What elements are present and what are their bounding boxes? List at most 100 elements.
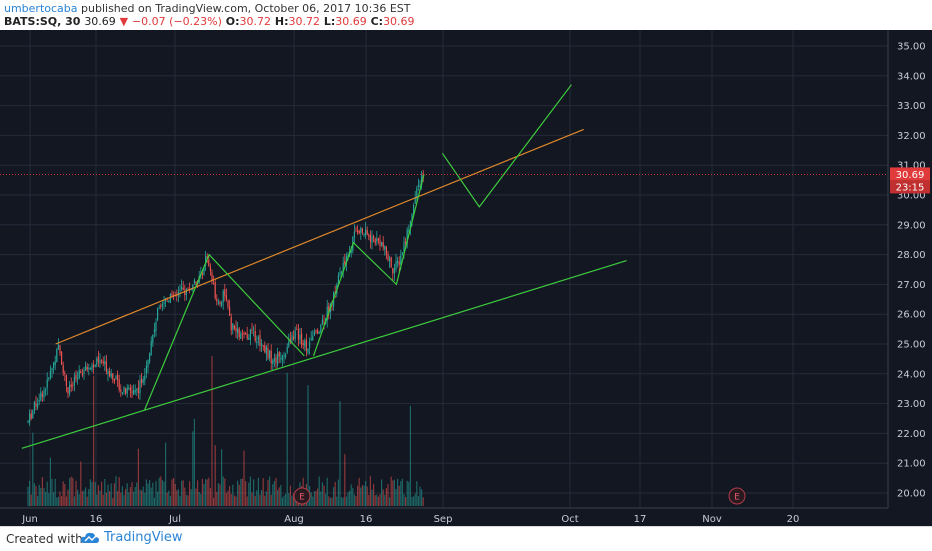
earnings-marker-label: E xyxy=(734,493,740,503)
candle-body xyxy=(326,306,328,321)
volume-bar xyxy=(70,476,72,506)
candle-body xyxy=(387,254,389,260)
candle-body xyxy=(117,374,119,381)
candle-body xyxy=(131,391,133,393)
created-with-text: Created with xyxy=(6,532,83,546)
candle-body xyxy=(139,380,141,394)
volume-bar xyxy=(270,494,272,506)
candle-body xyxy=(64,373,66,375)
volume-bar xyxy=(221,449,223,506)
volume-bar xyxy=(117,491,119,506)
volume-bar xyxy=(193,418,195,506)
candle-body xyxy=(296,329,298,331)
candle-body xyxy=(113,379,115,382)
publisher-line: umbertocaba published on TradingView.com… xyxy=(4,2,704,15)
candle-body xyxy=(91,364,93,370)
candle-body xyxy=(400,255,402,265)
volume-bar xyxy=(88,489,90,506)
candle-body xyxy=(128,388,130,389)
volume-bar xyxy=(272,484,274,506)
candle-body xyxy=(405,241,407,243)
candle-body xyxy=(217,302,219,304)
candle-body xyxy=(393,267,395,274)
price-chart[interactable]: 35.00 34.00 33.00 32.00 31.00 30.00 29.00 28.00… xyxy=(0,30,932,526)
volume-bar xyxy=(67,489,69,506)
volume-bar xyxy=(217,483,219,506)
y-tick-label: 35.00 xyxy=(897,42,926,53)
volume-bar xyxy=(326,477,328,506)
candle-body xyxy=(195,281,197,284)
candle-body xyxy=(313,331,315,336)
candle-body xyxy=(373,236,375,239)
candle-body xyxy=(294,330,296,339)
candle-body xyxy=(27,420,29,422)
candle-body xyxy=(33,402,35,411)
volume-bar xyxy=(349,490,351,506)
volume-bar xyxy=(257,477,259,506)
volume-bar xyxy=(91,481,93,506)
volume-bar xyxy=(342,497,344,506)
volume-bar xyxy=(30,494,32,506)
volume-bar xyxy=(331,497,333,506)
candle-body xyxy=(385,247,387,255)
volume-bar xyxy=(177,489,179,506)
volume-bar xyxy=(99,490,101,506)
volume-bar xyxy=(203,483,205,506)
volume-bar xyxy=(227,490,229,506)
y-tick-label: 23.00 xyxy=(897,399,926,410)
volume-bar xyxy=(253,479,255,506)
candle-body xyxy=(61,352,63,365)
volume-bar xyxy=(147,483,149,506)
volume-bar xyxy=(37,496,39,506)
volume-bar xyxy=(403,493,405,506)
volume-bar xyxy=(265,491,267,506)
y-tick-label: 20.00 xyxy=(897,489,926,500)
volume-bar xyxy=(190,489,192,506)
candle-body xyxy=(421,175,423,186)
volume-bar xyxy=(365,481,367,506)
volume-bar xyxy=(136,482,138,506)
volume-bar xyxy=(72,477,74,506)
volume-bar xyxy=(281,497,283,506)
y-tick-label: 26.00 xyxy=(897,310,926,321)
candle-body xyxy=(157,308,159,320)
volume-bar xyxy=(285,493,287,506)
volume-bar xyxy=(139,489,141,506)
ohlc-line: BATS:SQ, 30 30.69 ▼ −0.07 (−0.23%) O:30.… xyxy=(4,15,704,28)
candle-body xyxy=(262,345,264,347)
volume-bar xyxy=(251,492,253,506)
volume-bar xyxy=(411,496,413,506)
tradingview-logo[interactable]: TradingView xyxy=(80,530,183,545)
candle-body xyxy=(355,229,357,231)
volume-bar xyxy=(213,497,215,506)
username-link[interactable]: umbertocaba xyxy=(4,2,78,15)
candle-body xyxy=(237,328,239,334)
volume-bar xyxy=(195,488,197,506)
volume-bar xyxy=(81,491,83,506)
candle-body xyxy=(403,242,405,253)
volume-bar xyxy=(237,480,239,506)
candle-body xyxy=(46,379,48,389)
volume-bar xyxy=(293,493,295,506)
candle-body xyxy=(70,384,72,387)
volume-bar xyxy=(245,481,247,506)
volume-bar xyxy=(101,481,103,506)
earnings-marker xyxy=(293,487,311,505)
volume-bar xyxy=(385,488,387,506)
candle-body xyxy=(53,362,55,368)
volume-bar xyxy=(317,488,319,506)
candles xyxy=(27,169,424,426)
volume-bar xyxy=(208,477,210,506)
volume-bar xyxy=(144,492,146,506)
candle-body xyxy=(126,387,128,394)
volume-bar xyxy=(345,496,347,506)
volume-bar xyxy=(78,494,80,506)
volume-bar xyxy=(278,487,280,506)
candle-body xyxy=(368,235,370,237)
volume-bar xyxy=(337,479,339,506)
candle-body xyxy=(97,356,99,362)
volume-bar xyxy=(80,461,82,506)
candle-body xyxy=(384,245,386,250)
y-tick-label: 25.00 xyxy=(897,340,926,351)
